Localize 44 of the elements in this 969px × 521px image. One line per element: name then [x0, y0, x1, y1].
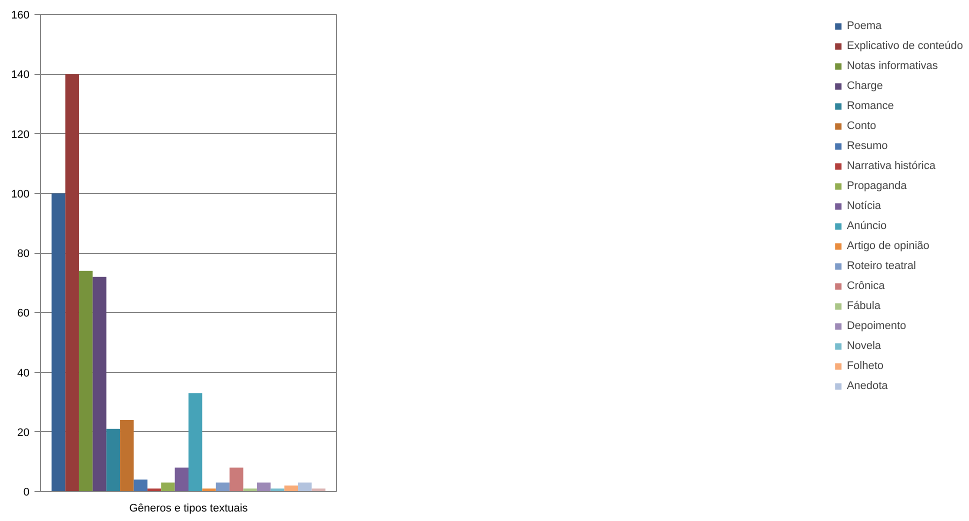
legend-label: Notas informativas — [846, 60, 938, 72]
legend-label: Anúncio — [846, 220, 887, 232]
bar — [52, 193, 66, 492]
bar — [120, 420, 134, 492]
bar — [230, 468, 244, 492]
legend-label: Conto — [846, 120, 876, 132]
y-tick-label: 20 — [17, 426, 30, 439]
legend-label: Poema — [846, 20, 882, 32]
y-tick-label: 140 — [11, 69, 30, 82]
legend-label: Novela — [846, 340, 882, 352]
bar — [65, 74, 79, 492]
bar — [106, 428, 120, 492]
x-tick-label: Gêneros e tipos textuais — [129, 502, 248, 514]
y-tick-label: 80 — [17, 248, 30, 260]
bar — [284, 486, 298, 492]
legend-label: Resumo — [846, 140, 888, 152]
legend-label: Roteiro teatral — [846, 260, 916, 272]
bar — [174, 468, 188, 492]
bar — [216, 482, 230, 492]
y-tick-label: 60 — [17, 308, 30, 320]
legend-label: Folheto — [846, 360, 884, 372]
y-tick-label: 160 — [11, 10, 30, 22]
bar — [92, 276, 106, 492]
y-tick-label: 40 — [17, 367, 30, 380]
bar — [298, 482, 312, 492]
y-tick-label: 0 — [23, 486, 30, 498]
legend-label: Narrativa histórica — [846, 160, 936, 172]
bar — [134, 480, 148, 492]
bar — [256, 482, 271, 492]
legend-label: Charge — [846, 80, 883, 92]
legend-label: Fábula — [846, 300, 880, 312]
legend-label: Artigo de opinião — [846, 240, 930, 252]
legend-label: Crônica — [846, 280, 885, 292]
legend-label: Notícia — [846, 200, 882, 212]
legend-label: Anedota — [846, 380, 888, 392]
y-tick-label: 120 — [11, 128, 30, 141]
bar — [188, 393, 202, 492]
legend-label: Explicativo de conteúdo — [846, 40, 963, 52]
legend-label: Romance — [846, 100, 894, 112]
legend-label: Propaganda — [846, 180, 907, 192]
bar — [78, 270, 93, 492]
legend-label: Depoimento — [846, 320, 906, 332]
bar — [161, 482, 175, 492]
y-tick-label: 100 — [11, 188, 30, 200]
